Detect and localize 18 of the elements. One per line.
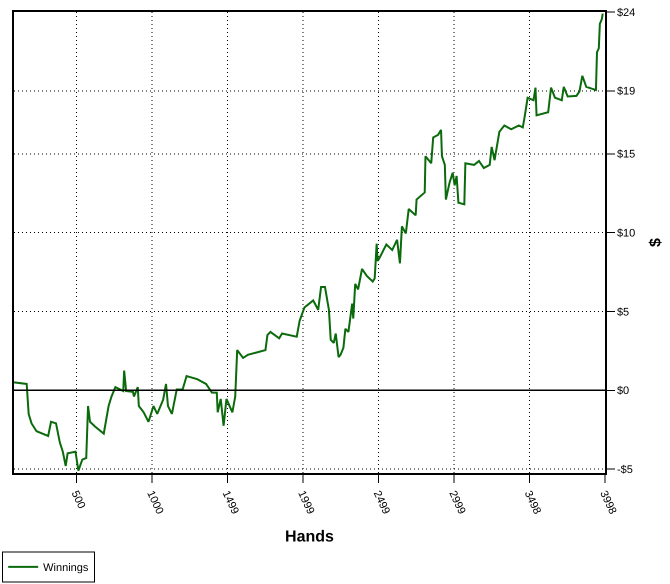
y-tick-label: -$5 <box>616 464 633 476</box>
y-tick-label: $15 <box>616 148 636 161</box>
x-tick-label: 3998 <box>597 488 619 516</box>
y-tick-label: $24 <box>616 6 636 19</box>
y-tick-label: $0 <box>616 385 630 398</box>
y-tick-label: $5 <box>616 306 630 318</box>
y-tick-label: $19 <box>616 86 636 98</box>
x-tick-label: 1000 <box>144 488 166 516</box>
x-tick-label: 3498 <box>522 488 543 516</box>
x-tick-label: 2499 <box>370 488 392 516</box>
x-axis-title: Hands <box>285 528 334 546</box>
x-tick-label: 1499 <box>220 488 241 516</box>
x-tick-label: 500 <box>68 488 88 511</box>
y-tick-label: $10 <box>616 228 636 240</box>
x-tick-label: 2999 <box>446 488 468 516</box>
y-axis-title: $ <box>648 238 665 247</box>
x-tick-label: 1999 <box>295 488 316 516</box>
legend-label: Winnings <box>43 562 89 574</box>
